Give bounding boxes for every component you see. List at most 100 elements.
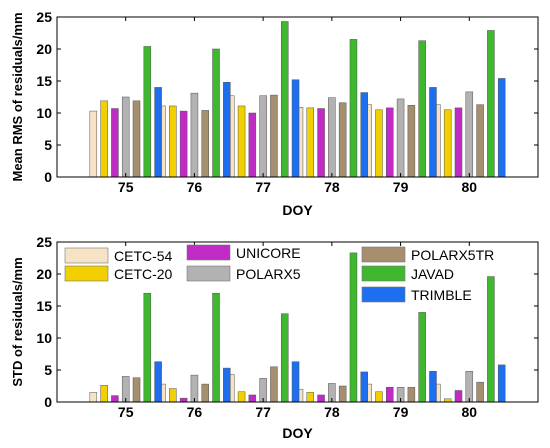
- legend-label-polarx5tr: POLARX5TR: [411, 247, 494, 263]
- bar-1-polarx5tr-76: [201, 383, 209, 403]
- bar-0-cetc-20-75: [100, 100, 108, 178]
- y-tick-label-1-25: 25: [36, 234, 52, 250]
- bar-0-trimble-76: [223, 82, 231, 178]
- bar-0-polarx5tr-78: [338, 102, 347, 178]
- bar-0-cetc-20-78: [306, 107, 315, 178]
- y-tick-label-1-20: 20: [36, 266, 52, 282]
- bar-1-polarx5tr-80: [476, 381, 484, 403]
- bar-0-trimble-78: [360, 92, 369, 178]
- bar-0-trimble-79: [429, 87, 437, 178]
- bar-0-polarx5tr-77: [270, 94, 278, 178]
- bar-0-javad-76: [212, 48, 220, 178]
- bar-1-javad-75: [143, 292, 152, 403]
- bar-1-trimble-77: [291, 361, 300, 403]
- bar-0-polarx5-80: [465, 91, 474, 178]
- bar-1-trimble-78: [360, 371, 369, 403]
- bar-0-cetc-54-75: [89, 110, 98, 178]
- x-tick-label-1-79: 79: [393, 404, 409, 420]
- bar-1-polarx5tr-78: [338, 385, 347, 403]
- bar-1-polarx5tr-79: [407, 387, 416, 403]
- legend-swatch-javad: [361, 265, 406, 282]
- bar-1-cetc-20-75: [100, 385, 108, 403]
- legend-swatch-polarx5: [186, 265, 231, 282]
- y-tick-label-1-10: 10: [36, 330, 52, 346]
- bar-0-javad-78: [349, 39, 358, 178]
- x-tick-label-0-79: 79: [393, 179, 409, 195]
- bar-0-polarx5tr-80: [476, 104, 484, 178]
- bar-0-cetc-20-77: [237, 105, 246, 178]
- legend-label-unicore: UNICORE: [236, 245, 301, 261]
- bar-1-trimble-79: [429, 371, 437, 403]
- legend-label-cetc-54: CETC-54: [114, 248, 173, 264]
- axes-box-1: [56, 241, 539, 403]
- bar-1-cetc-54-75: [89, 392, 98, 403]
- x-tick-label-1-77: 77: [255, 404, 271, 420]
- legend-label-cetc-20: CETC-20: [114, 266, 173, 282]
- bar-1-cetc-20-76: [169, 388, 177, 403]
- bar-1-polarx5tr-75: [132, 377, 141, 403]
- bar-0-unicore-80: [454, 107, 463, 178]
- bar-1-trimble-75: [154, 361, 162, 403]
- bar-0-polarx5-75: [121, 96, 130, 178]
- bar-0-cetc-20-80: [443, 109, 452, 178]
- bar-1-javad-78: [349, 252, 358, 403]
- axes-box-0: [56, 16, 539, 178]
- bar-0-javad-77: [280, 21, 289, 178]
- bar-0-javad-79: [418, 40, 426, 178]
- bar-0-cetc-20-79: [375, 109, 383, 178]
- bar-1-unicore-77: [248, 394, 257, 403]
- y-tick-label-0-20: 20: [36, 41, 52, 57]
- legend-swatch-polarx5tr: [361, 246, 406, 263]
- bar-1-polarx5tr-77: [270, 366, 278, 403]
- bar-0-unicore-75: [111, 108, 119, 178]
- y-axis-title-0: Mean RMS of residuals/mm: [10, 12, 25, 181]
- bar-0-unicore-79: [386, 107, 394, 178]
- bar-0-javad-75: [143, 46, 152, 178]
- bar-0-polarx5-77: [259, 95, 267, 178]
- bar-1-unicore-80: [454, 390, 463, 403]
- x-axis-title-0: DOY: [282, 202, 313, 218]
- y-tick-label-0-0: 0: [44, 169, 52, 185]
- legend-label-javad: JAVAD: [411, 266, 454, 282]
- bar-0-trimble-80: [497, 78, 506, 178]
- legend-swatch-unicore: [186, 244, 231, 261]
- bar-0-polarx5tr-75: [132, 100, 141, 178]
- bar-0-trimble-75: [154, 87, 162, 178]
- legend-label-trimble: TRIMBLE: [411, 287, 472, 303]
- x-tick-label-1-75: 75: [118, 404, 134, 420]
- bar-0-polarx5-78: [328, 97, 336, 178]
- bar-1-trimble-80: [497, 364, 506, 403]
- bar-1-unicore-78: [317, 394, 325, 403]
- legend-swatch-cetc-20: [64, 265, 109, 282]
- bar-1-cetc-20-77: [237, 391, 246, 403]
- bar-1-javad-80: [487, 276, 495, 403]
- bar-1-javad-76: [212, 292, 220, 403]
- x-tick-label-0-76: 76: [187, 179, 203, 195]
- legend-swatch-trimble: [361, 286, 406, 303]
- bar-0-javad-80: [487, 30, 495, 178]
- legend-swatch-cetc-54: [64, 247, 109, 264]
- bar-1-cetc-20-78: [306, 392, 315, 403]
- y-tick-label-0-25: 25: [36, 9, 52, 25]
- bar-1-javad-77: [280, 313, 289, 403]
- y-tick-label-0-10: 10: [36, 105, 52, 121]
- bar-0-polarx5-76: [190, 92, 199, 178]
- bar-0-cetc-20-76: [169, 105, 177, 178]
- bar-1-unicore-79: [386, 387, 394, 403]
- y-tick-label-0-15: 15: [36, 73, 52, 89]
- bar-1-trimble-76: [223, 367, 231, 403]
- bar-1-unicore-76: [179, 397, 188, 403]
- y-axis-title-1: STD of residuals/mm: [10, 257, 25, 386]
- bar-0-trimble-77: [291, 79, 300, 178]
- bar-1-polarx5-76: [190, 374, 199, 403]
- bar-1-unicore-75: [111, 395, 119, 403]
- bar-1-polarx5-80: [465, 371, 474, 403]
- x-tick-label-0-78: 78: [324, 179, 340, 195]
- x-tick-label-0-80: 80: [461, 179, 477, 195]
- bar-0-unicore-78: [317, 108, 325, 178]
- x-tick-label-1-78: 78: [324, 404, 340, 420]
- bar-0-polarx5tr-76: [201, 110, 209, 178]
- bar-0-polarx5tr-79: [407, 105, 416, 178]
